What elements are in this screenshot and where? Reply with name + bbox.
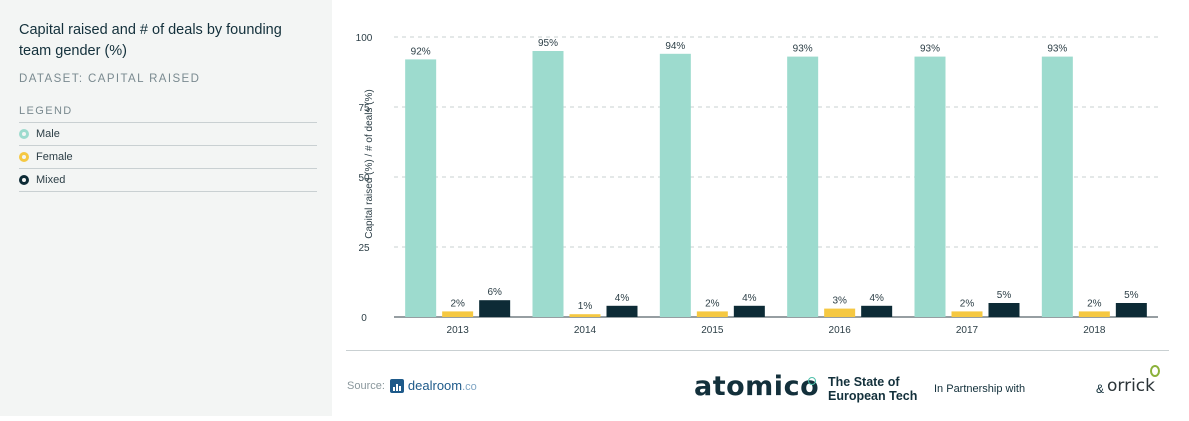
- legend-item-mixed[interactable]: Mixed: [19, 169, 317, 192]
- bar-female-2016: [824, 308, 856, 317]
- report-title-line1: The State of: [828, 375, 900, 389]
- bar-female-2017: [951, 311, 983, 317]
- y-tick-label: 75: [358, 103, 370, 114]
- data-label: 4%: [615, 293, 630, 304]
- data-label: 94%: [665, 41, 685, 52]
- report-title: The State of European Tech: [828, 375, 917, 403]
- orrick-logo: orrick: [1107, 376, 1155, 396]
- y-tick-label: 50: [358, 173, 370, 184]
- bar-female-2015: [696, 311, 728, 317]
- data-label: 95%: [538, 38, 558, 49]
- bar-male-2015: [659, 53, 691, 318]
- sidebar: Capital raised and # of deals by foundin…: [0, 0, 332, 416]
- source-link[interactable]: dealroom.co: [408, 378, 477, 393]
- x-tick-label: 2017: [956, 325, 979, 336]
- legend-heading: LEGEND: [19, 105, 317, 123]
- data-label: 93%: [1047, 44, 1067, 55]
- source-label: Source:: [347, 379, 385, 392]
- x-tick-label: 2015: [701, 325, 724, 336]
- source-suffix: .co: [462, 381, 477, 393]
- legend-swatch-icon: [19, 175, 29, 185]
- y-tick-label: 25: [358, 243, 370, 254]
- data-label: 4%: [742, 293, 757, 304]
- ampersand: &: [1096, 382, 1105, 396]
- source-name: dealroom: [407, 378, 463, 393]
- y-axis-label: Capital raised (%) / # of deals (%): [364, 89, 375, 239]
- bar-female-2014: [569, 314, 601, 317]
- chart-title: Capital raised and # of deals by foundin…: [19, 22, 282, 59]
- partnership-text: In Partnership with: [934, 383, 1026, 395]
- bar-female-2013: [442, 311, 474, 317]
- data-label: 2%: [960, 298, 975, 309]
- data-label: 4%: [869, 293, 884, 304]
- bar-male-2016: [787, 56, 819, 317]
- bar-chart: 0 25 50 75 100 Capital raised (%) / # of deal…: [356, 33, 1158, 336]
- bar-mixed-2016: [861, 305, 893, 317]
- data-label: 1%: [578, 301, 593, 312]
- bar-male-2017: [914, 56, 946, 317]
- legend: Male Female Mixed: [19, 123, 317, 192]
- atomico-logo: atomico: [694, 371, 820, 402]
- bar-mixed-2014: [606, 305, 638, 317]
- data-label: 6%: [487, 287, 502, 298]
- x-tick-label: 2016: [829, 325, 852, 336]
- bar-mixed-2013: [479, 300, 511, 317]
- bar-mixed-2015: [733, 305, 765, 317]
- orrick-logo-ring-icon: [1150, 365, 1160, 377]
- dealroom-logo-icon: [389, 378, 404, 393]
- report-title-line2: European Tech: [828, 389, 918, 403]
- data-label: 5%: [997, 290, 1012, 301]
- footer-divider: [346, 350, 1169, 351]
- x-tick-label: 2018: [1083, 325, 1106, 336]
- legend-item-male[interactable]: Male: [19, 123, 317, 146]
- data-label: 93%: [920, 44, 940, 55]
- legend-label: Mixed: [36, 174, 66, 186]
- data-label: 3%: [832, 296, 847, 307]
- legend-swatch-icon: [19, 129, 29, 139]
- data-label: 2%: [450, 298, 465, 309]
- y-tick-label: 100: [356, 33, 373, 44]
- data-label: 92%: [411, 46, 431, 57]
- legend-item-female[interactable]: Female: [19, 146, 317, 169]
- data-label: 2%: [1087, 298, 1102, 309]
- bar-male-2018: [1041, 56, 1073, 317]
- x-tick-label: 2013: [447, 325, 470, 336]
- data-label: 2%: [705, 298, 720, 309]
- bar-male-2014: [532, 51, 564, 317]
- x-tick-label: 2014: [574, 325, 597, 336]
- legend-label: Male: [36, 128, 60, 140]
- legend-swatch-icon: [19, 152, 29, 162]
- bar-male-2013: [405, 59, 437, 318]
- y-tick-label: 0: [361, 313, 367, 324]
- data-label: 5%: [1124, 290, 1139, 301]
- bar-female-2018: [1078, 311, 1110, 317]
- bar-mixed-2017: [988, 303, 1020, 317]
- chart-area: 0 25 50 75 100 Capital raised (%) / # of deal…: [332, 0, 1189, 416]
- bar-mixed-2018: [1115, 303, 1147, 317]
- data-label: 93%: [793, 44, 813, 55]
- dataset-label[interactable]: DATASET: CAPITAL RAISED: [19, 73, 201, 85]
- legend-label: Female: [36, 151, 73, 163]
- atomico-logo-dot-icon: [808, 377, 816, 385]
- source: Source: dealroom.co: [347, 378, 477, 393]
